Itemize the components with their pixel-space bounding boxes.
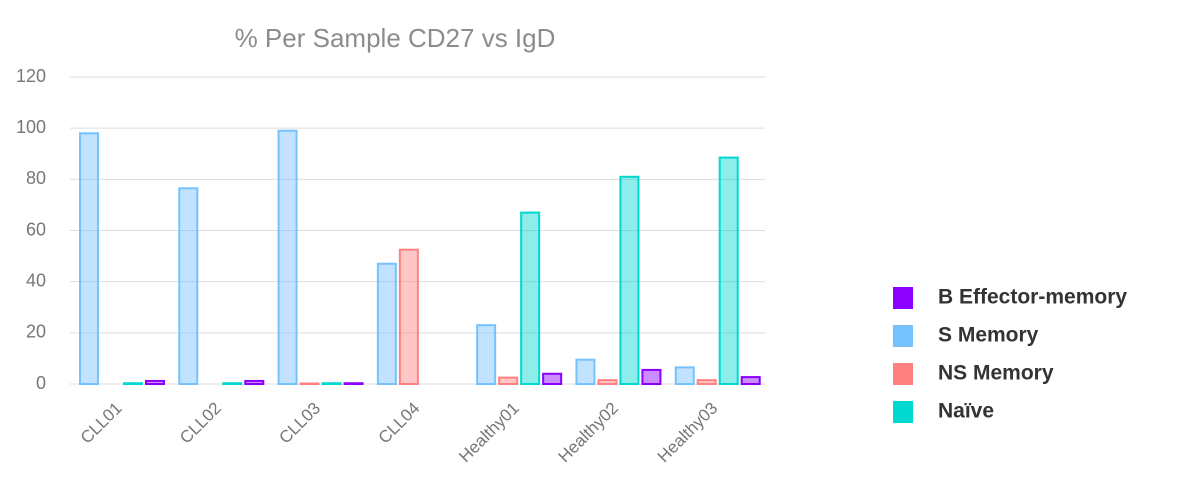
bar [123, 382, 143, 386]
y-tick-label: 40 [26, 270, 46, 290]
legend-label: NS Memory [938, 362, 1054, 385]
x-tick-label: CLL02 [176, 399, 225, 448]
x-tick-label: CLL01 [77, 399, 126, 448]
legend-swatch [893, 401, 913, 423]
legend-swatch [893, 363, 913, 385]
legend-swatch [893, 325, 913, 347]
x-tick-label: Healthy02 [554, 399, 622, 467]
y-tick-label: 20 [26, 322, 46, 342]
bar [696, 379, 717, 386]
bar [398, 248, 419, 385]
bar [244, 379, 265, 385]
bar [740, 376, 761, 385]
legend-swatch [893, 287, 913, 309]
bar [277, 129, 298, 385]
bar [520, 211, 541, 385]
bar [343, 382, 364, 386]
x-tick-label: CLL04 [375, 399, 424, 448]
y-tick-label: 80 [26, 168, 46, 188]
bar [674, 366, 695, 385]
bar [718, 156, 739, 385]
bar [597, 379, 618, 386]
x-tick-label: Healthy03 [654, 399, 722, 467]
bar [542, 372, 563, 385]
x-tick-label: Healthy01 [455, 399, 523, 467]
bar [178, 187, 199, 385]
y-tick-label: 0 [36, 373, 46, 393]
bar [376, 262, 397, 385]
bar [619, 175, 640, 385]
x-tick-label: CLL03 [275, 399, 324, 448]
bar [299, 382, 320, 386]
y-tick-label: 120 [16, 66, 46, 86]
legend-label: B Effector-memory [938, 286, 1127, 309]
bar [641, 368, 662, 386]
bar [321, 382, 342, 386]
bar [145, 379, 165, 385]
bar [498, 376, 519, 385]
chart-title: % Per Sample CD27 vs IgD [235, 23, 556, 53]
bar [575, 358, 596, 385]
bar [476, 324, 497, 385]
bar [79, 132, 99, 385]
legend-label: Naïve [938, 400, 994, 423]
bar [222, 382, 243, 386]
y-tick-label: 60 [26, 219, 46, 239]
y-tick-label: 100 [16, 117, 46, 137]
legend-label: S Memory [938, 324, 1039, 347]
